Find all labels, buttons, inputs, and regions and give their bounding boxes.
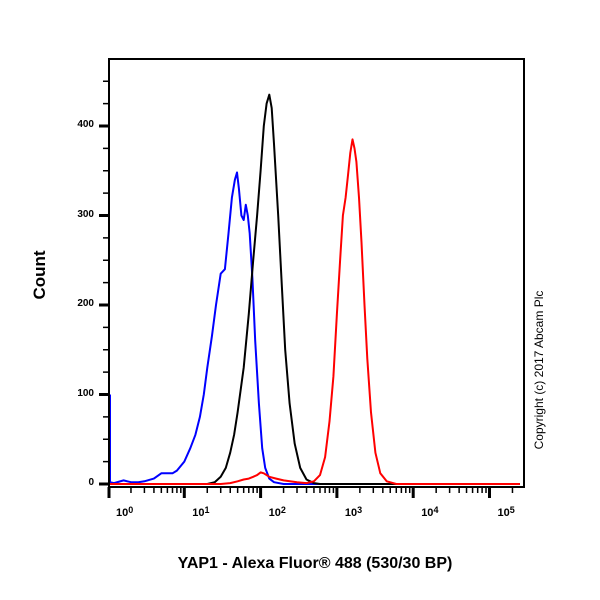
x-tick-label: 101 — [192, 505, 210, 519]
x-tick-label: 104 — [421, 505, 439, 519]
x-axis-title: YAP1 - Alexa Fluor® 488 (530/30 BP) — [177, 555, 453, 572]
y-tick-label: 200 — [77, 298, 94, 309]
y-axis-title-text: Count — [30, 250, 49, 300]
curve-black — [110, 93, 520, 485]
y-axis-title: Count — [20, 230, 60, 320]
x-tick-label: 103 — [344, 505, 363, 519]
histogram-curves — [109, 93, 520, 485]
x-tick-label: 105 — [497, 505, 515, 519]
copyright-text: Copyright (c) 2017 Abcam Plc — [532, 290, 546, 450]
x-tick-label: 102 — [268, 505, 286, 519]
curve-red — [110, 138, 520, 485]
x-tick-label: 100 — [116, 505, 134, 519]
y-tick-label: 0 — [88, 477, 94, 488]
y-tick-label: 100 — [77, 387, 94, 399]
copyright-notice: Copyright (c) 2017 Abcam Plc — [527, 250, 551, 490]
y-tick-label: 400 — [77, 119, 94, 130]
plot-frame — [108, 58, 525, 488]
curve-blue — [109, 171, 520, 485]
y-tick-label: 300 — [77, 208, 94, 220]
axis-ticks — [99, 80, 514, 498]
